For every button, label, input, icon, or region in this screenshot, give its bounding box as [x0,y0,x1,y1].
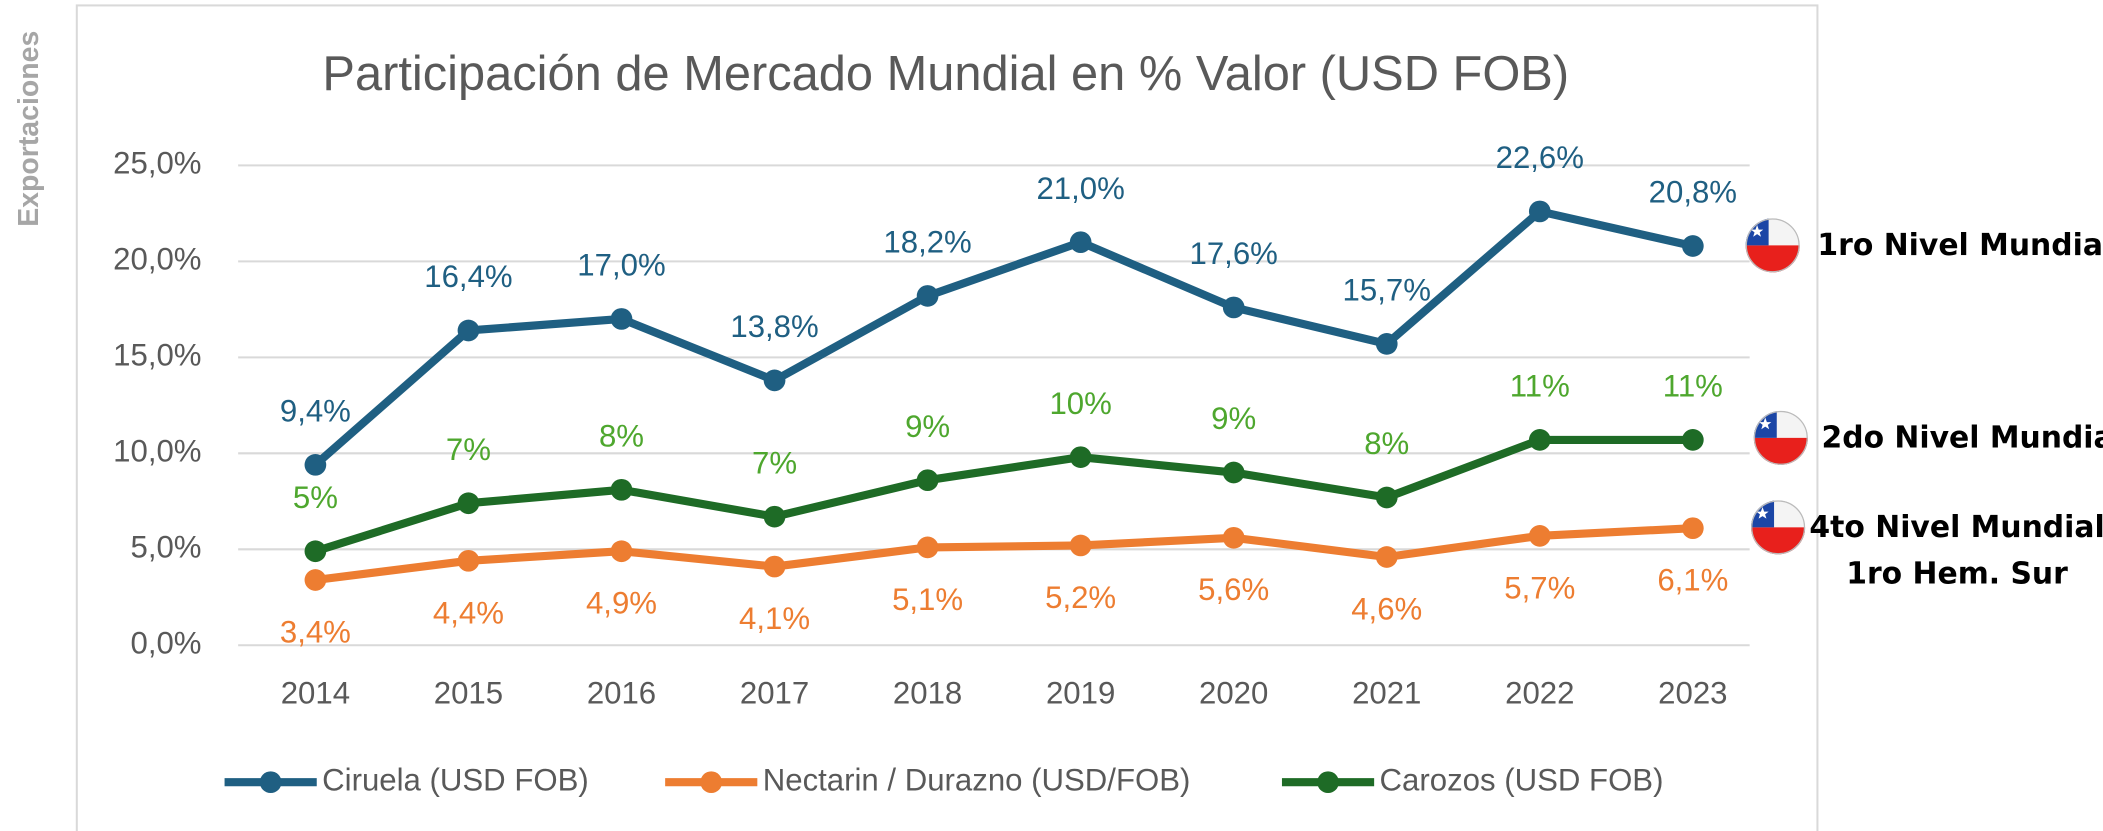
data-label: 3,4% [280,614,351,649]
data-label: 5,1% [892,582,963,617]
data-label: 8% [599,419,644,454]
data-label: 11% [1510,369,1570,404]
flag-icon [1751,500,1805,554]
data-point [1528,429,1551,451]
y-tick-label: 0,0% [131,626,202,661]
legend-marker [259,771,282,794]
data-label: 17,6% [1190,236,1278,271]
data-point [1375,546,1398,568]
data-point [1682,517,1704,540]
data-label: 5,2% [1045,580,1116,615]
data-label: 15,7% [1343,273,1431,308]
data-point [1528,525,1551,547]
data-point [1069,446,1092,469]
data-label: 5% [293,480,338,515]
data-point [763,369,786,392]
y-tick-label: 10,0% [113,434,201,469]
x-tick-label: 2016 [587,676,656,711]
data-point [457,319,480,342]
y-tick-label: 5,0% [131,530,202,565]
chart-title: Participación de Mercado Mundial en % Va… [322,47,1569,101]
data-label: 7% [752,445,797,480]
data-point [610,308,633,330]
data-label: 18,2% [883,225,971,260]
data-point [1069,231,1092,254]
data-label: 11% [1663,369,1723,404]
legend-label: Ciruela (USD FOB) [322,762,589,797]
data-point [304,540,327,563]
x-tick-label: 2022 [1505,676,1574,711]
flag-icon [1754,411,1808,465]
legend-marker [700,771,723,794]
data-point [610,478,633,501]
data-point [1069,534,1092,557]
data-label: 20,8% [1649,175,1737,210]
data-label: 8% [1364,426,1409,461]
x-tick-label: 2023 [1658,676,1727,711]
data-label: 4,1% [739,601,810,636]
x-tick-label: 2017 [740,676,809,711]
data-label: 9,4% [280,394,351,429]
data-point [1222,461,1245,484]
x-tick-label: 2015 [434,676,503,711]
data-point [457,549,480,572]
data-label: 4,4% [433,595,504,630]
data-label: 5,6% [1198,572,1269,607]
x-tick-label: 2018 [893,676,962,711]
data-label: 17,0% [577,248,665,283]
data-point [916,536,939,559]
x-tick-label: 2014 [281,676,350,711]
data-point [610,540,633,563]
legend-marker [1317,771,1339,794]
x-tick-label: 2019 [1046,676,1115,711]
data-label: 10% [1049,386,1111,421]
data-point [916,285,939,307]
data-label: 13,8% [730,309,818,344]
data-point [1375,486,1398,509]
y-tick-label: 25,0% [113,146,201,181]
data-point [1682,429,1704,451]
data-point [1222,526,1245,549]
data-point [304,569,327,591]
y-tick-label: 20,0% [113,242,201,277]
data-label: 4,9% [586,586,657,621]
x-tick-label: 2020 [1199,676,1268,711]
legend-label: Nectarin / Durazno (USD/FOB) [763,762,1191,797]
legend-label: Carozos (USD FOB) [1380,762,1664,797]
data-label: 9% [1211,401,1256,436]
series-line [312,207,1694,468]
data-point [1222,296,1245,319]
annotation: 4to Nivel Mundial [1809,510,2103,545]
data-point [457,492,480,515]
y-axis-label: Exportaciones [13,31,45,227]
data-point [763,505,786,528]
data-label: 22,6% [1496,140,1584,175]
data-label: 4,6% [1351,591,1422,626]
data-point [1375,333,1398,355]
data-label: 6,1% [1657,563,1728,598]
annotation: 2do Nivel Mundial [1821,421,2103,456]
data-label: 9% [905,409,950,444]
data-label: 7% [446,432,491,467]
y-tick-label: 15,0% [113,338,201,373]
x-tick-label: 2021 [1352,676,1421,711]
data-point [916,469,939,492]
series-line [314,524,1694,585]
data-label: 21,0% [1036,171,1124,206]
data-point [1682,235,1704,257]
data-label: 5,7% [1504,570,1575,605]
data-point [304,453,327,476]
data-point [1528,200,1551,223]
data-label: 16,4% [424,259,512,294]
data-point [763,555,786,578]
annotation: 1ro Nivel Mundial [1817,228,2103,263]
flag-icon [1746,218,1800,272]
series-line [314,435,1693,556]
annotation: 1ro Hem. Sur [1846,556,2068,591]
